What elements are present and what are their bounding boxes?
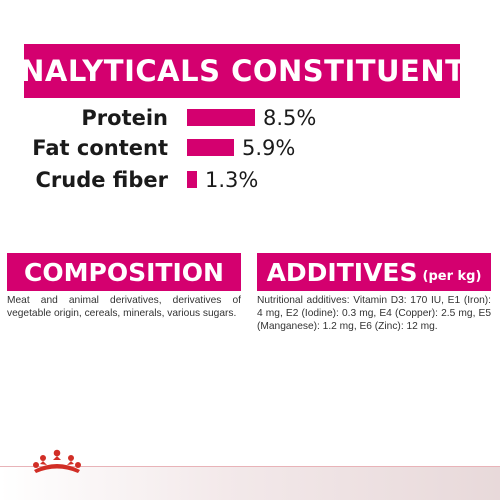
additives-text: Nutritional additives: Vitamin D3: 170 I…: [257, 295, 491, 332]
constituent-row-fat: Fat content 5.9%: [0, 133, 500, 163]
constituent-label: Crude fiber: [35, 168, 168, 192]
constituent-bar: [187, 171, 197, 188]
constituent-row-protein: Protein 8.5%: [0, 103, 500, 133]
analytics-title: ANALYTICALS CONSTITUENTS: [24, 54, 460, 88]
composition-title: COMPOSITION: [24, 257, 224, 287]
constituent-bar: [187, 109, 255, 126]
footer-divider: [0, 466, 500, 467]
constituent-value: 1.3%: [205, 168, 259, 192]
analytics-header: ANALYTICALS CONSTITUENTS: [24, 44, 460, 98]
composition-header: COMPOSITION: [7, 253, 241, 291]
constituent-label: Protein: [81, 106, 168, 130]
footer-band: [0, 466, 500, 500]
constituent-row-fiber: Crude fiber 1.3%: [0, 165, 500, 195]
constituent-bar: [187, 139, 234, 156]
additives-subtitle: (per kg): [422, 268, 482, 284]
constituent-label: Fat content: [32, 136, 168, 160]
additives-title: ADDITIVES: [266, 257, 418, 287]
constituent-value: 8.5%: [263, 106, 317, 130]
additives-header: ADDITIVES (per kg): [257, 253, 491, 291]
constituent-value: 5.9%: [242, 136, 296, 160]
royal-canin-crown-icon: [33, 449, 81, 473]
composition-text: Meat and animal derivatives, derivatives…: [7, 295, 241, 319]
